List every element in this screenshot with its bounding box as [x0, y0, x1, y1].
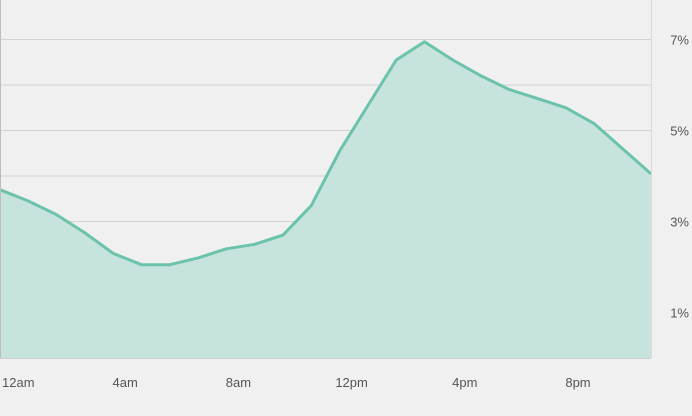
x-tick-label: 12pm — [335, 375, 368, 390]
x-tick-label: 4am — [113, 375, 138, 390]
y-tick-label: 5% — [670, 124, 689, 139]
area-fill — [0, 41, 651, 359]
y-axis-tick-labels: 1% 3% 5% 7% — [670, 33, 689, 321]
x-tick-label: 8am — [226, 375, 251, 390]
x-axis-tick-labels: 12am 4am 8am 12pm 4pm 8pm — [2, 375, 591, 390]
y-tick-label: 1% — [670, 306, 689, 321]
x-tick-label: 12am — [2, 375, 35, 390]
x-tick-label: 8pm — [565, 375, 590, 390]
series-line — [0, 40, 653, 267]
x-tick-label: 4pm — [452, 375, 477, 390]
y-tick-label: 7% — [670, 33, 689, 48]
y-tick-label: 3% — [670, 215, 689, 230]
